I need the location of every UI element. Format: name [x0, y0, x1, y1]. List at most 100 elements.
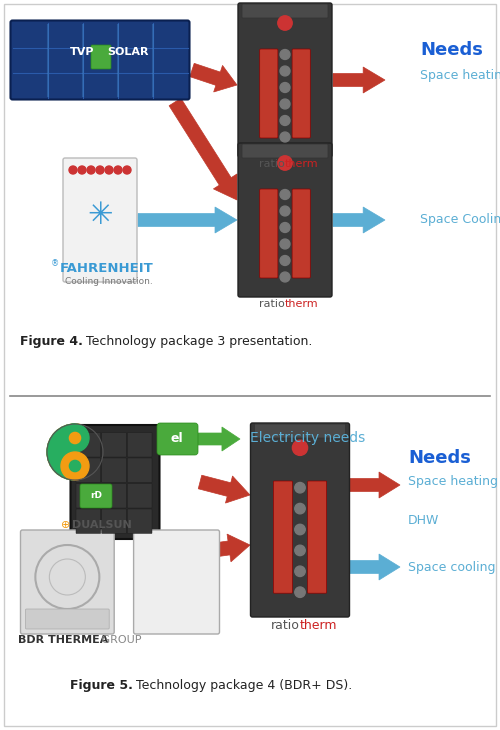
- FancyBboxPatch shape: [242, 4, 328, 18]
- Circle shape: [280, 99, 290, 109]
- Circle shape: [295, 483, 305, 493]
- Text: Space Cooling: Space Cooling: [420, 213, 500, 226]
- Circle shape: [47, 424, 103, 480]
- Text: ✳: ✳: [88, 201, 113, 229]
- Text: SOLAR: SOLAR: [107, 47, 149, 57]
- Text: therm: therm: [300, 619, 338, 632]
- FancyBboxPatch shape: [63, 158, 137, 282]
- Text: DHW: DHW: [408, 513, 440, 526]
- Circle shape: [280, 206, 290, 216]
- Text: Needs: Needs: [408, 449, 471, 467]
- FancyBboxPatch shape: [238, 143, 332, 297]
- FancyBboxPatch shape: [26, 609, 109, 629]
- Polygon shape: [190, 64, 237, 92]
- Text: Figure 4.: Figure 4.: [20, 336, 83, 348]
- Text: DUALSUN: DUALSUN: [72, 520, 132, 530]
- FancyBboxPatch shape: [128, 458, 152, 483]
- Text: el: el: [170, 431, 183, 445]
- FancyBboxPatch shape: [260, 49, 278, 138]
- FancyBboxPatch shape: [260, 189, 278, 278]
- FancyBboxPatch shape: [91, 45, 111, 69]
- Circle shape: [295, 587, 305, 597]
- Polygon shape: [198, 475, 250, 503]
- Circle shape: [280, 223, 290, 232]
- FancyBboxPatch shape: [76, 432, 100, 457]
- Text: ratio: ratio: [259, 299, 285, 309]
- FancyBboxPatch shape: [102, 432, 126, 457]
- Circle shape: [280, 272, 290, 282]
- Circle shape: [280, 190, 290, 199]
- Circle shape: [87, 166, 95, 174]
- Text: ⊕: ⊕: [60, 520, 70, 530]
- Circle shape: [295, 566, 305, 577]
- FancyBboxPatch shape: [20, 530, 114, 634]
- Circle shape: [280, 82, 290, 93]
- FancyBboxPatch shape: [102, 458, 126, 483]
- Text: rD: rD: [90, 491, 102, 501]
- Circle shape: [280, 50, 290, 59]
- FancyBboxPatch shape: [292, 189, 310, 278]
- FancyBboxPatch shape: [76, 458, 100, 483]
- FancyBboxPatch shape: [102, 509, 126, 534]
- FancyBboxPatch shape: [292, 49, 310, 138]
- Text: FAHRENHEIT: FAHRENHEIT: [60, 261, 154, 274]
- FancyBboxPatch shape: [70, 425, 160, 539]
- Text: Space heating: Space heating: [408, 475, 498, 488]
- Circle shape: [114, 166, 122, 174]
- Text: ®: ®: [51, 259, 59, 269]
- Text: Cooling Innovation.: Cooling Innovation.: [65, 277, 153, 286]
- Text: Electricity needs: Electricity needs: [250, 431, 365, 445]
- FancyBboxPatch shape: [128, 483, 152, 508]
- Circle shape: [105, 166, 113, 174]
- Text: therm: therm: [285, 299, 318, 309]
- Text: Technology package 4 (BDR+ DS).: Technology package 4 (BDR+ DS).: [132, 680, 352, 693]
- Text: Space heating: Space heating: [420, 69, 500, 82]
- Text: TVP: TVP: [70, 47, 94, 57]
- Polygon shape: [138, 207, 237, 233]
- FancyBboxPatch shape: [250, 423, 350, 617]
- Polygon shape: [350, 554, 400, 580]
- Circle shape: [96, 166, 104, 174]
- Circle shape: [123, 166, 131, 174]
- Circle shape: [295, 545, 305, 556]
- Polygon shape: [333, 207, 385, 233]
- FancyBboxPatch shape: [238, 3, 332, 157]
- Polygon shape: [86, 482, 114, 520]
- FancyBboxPatch shape: [128, 509, 152, 534]
- FancyBboxPatch shape: [10, 20, 190, 99]
- FancyBboxPatch shape: [157, 423, 198, 455]
- FancyBboxPatch shape: [274, 481, 292, 593]
- FancyBboxPatch shape: [254, 424, 346, 438]
- Circle shape: [69, 166, 77, 174]
- Text: therm: therm: [285, 159, 318, 169]
- Text: Technology package 3 presentation.: Technology package 3 presentation.: [82, 336, 312, 348]
- Wedge shape: [47, 424, 75, 480]
- FancyBboxPatch shape: [76, 509, 100, 534]
- Circle shape: [292, 440, 308, 456]
- Polygon shape: [350, 472, 400, 498]
- FancyBboxPatch shape: [80, 484, 112, 508]
- Circle shape: [295, 524, 305, 534]
- Circle shape: [61, 452, 89, 480]
- Circle shape: [280, 132, 290, 142]
- Polygon shape: [169, 99, 237, 200]
- FancyBboxPatch shape: [134, 530, 220, 634]
- Circle shape: [280, 66, 290, 76]
- Text: ratio: ratio: [271, 619, 300, 632]
- FancyBboxPatch shape: [102, 483, 126, 508]
- Text: BDR THERMEA: BDR THERMEA: [18, 635, 108, 645]
- Circle shape: [278, 16, 292, 30]
- FancyBboxPatch shape: [76, 483, 100, 508]
- Text: ratio: ratio: [259, 159, 285, 169]
- Circle shape: [295, 504, 305, 514]
- Circle shape: [278, 155, 292, 170]
- Polygon shape: [199, 534, 250, 562]
- Polygon shape: [197, 427, 240, 451]
- Circle shape: [280, 115, 290, 126]
- Circle shape: [280, 255, 290, 266]
- Polygon shape: [333, 67, 385, 93]
- Circle shape: [78, 166, 86, 174]
- Text: Figure 5.: Figure 5.: [70, 680, 133, 693]
- Text: GROUP: GROUP: [98, 635, 142, 645]
- FancyBboxPatch shape: [128, 432, 152, 457]
